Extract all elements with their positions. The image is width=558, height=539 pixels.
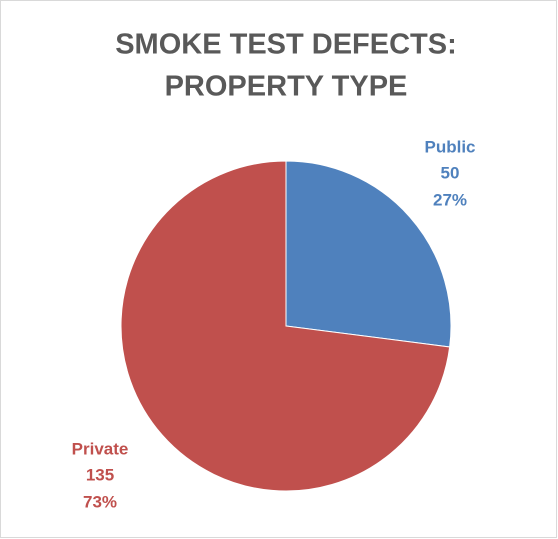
chart-title: PROPERTY TYPE	[165, 71, 408, 103]
pie-slice	[285, 160, 452, 348]
slice-percent: 27%	[433, 190, 467, 209]
slice-label: Public	[424, 137, 475, 156]
slice-value: 135	[86, 465, 114, 484]
chart-title: SMOKE TEST DEFECTS:	[115, 29, 457, 61]
slice-percent: 73%	[83, 492, 117, 511]
pie-slice	[120, 160, 451, 492]
slice-value: 50	[441, 163, 460, 182]
slice-label: Private	[72, 439, 129, 458]
